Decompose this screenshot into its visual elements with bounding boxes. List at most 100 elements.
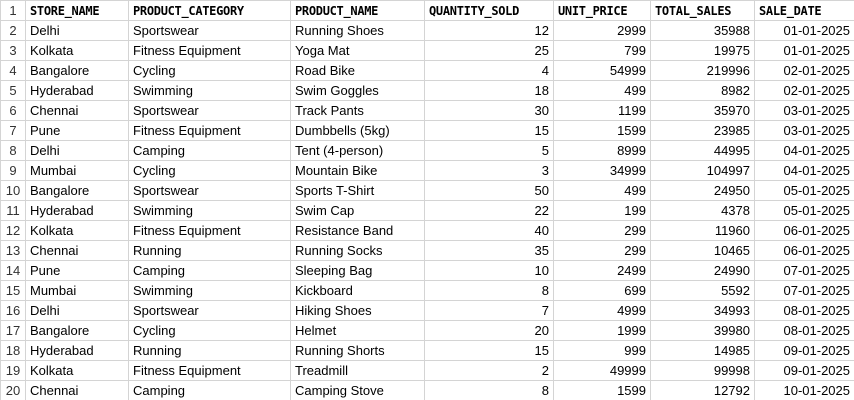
row-number[interactable]: 4 (0, 60, 26, 81)
cell-total-sales[interactable]: 35970 (650, 100, 755, 121)
row-number[interactable]: 7 (0, 120, 26, 141)
cell-product-name[interactable]: Sleeping Bag (290, 260, 425, 281)
cell-total-sales[interactable]: 44995 (650, 140, 755, 161)
cell-product-category[interactable]: Cycling (128, 320, 291, 341)
cell-product-category[interactable]: Camping (128, 380, 291, 400)
cell-product-category[interactable]: Sportswear (128, 20, 291, 41)
row-number[interactable]: 8 (0, 140, 26, 161)
cell-product-name[interactable]: Resistance Band (290, 220, 425, 241)
cell-product-category[interactable]: Fitness Equipment (128, 360, 291, 381)
cell-quantity-sold[interactable]: 22 (424, 200, 554, 221)
cell-quantity-sold[interactable]: 8 (424, 380, 554, 400)
cell-store-name[interactable]: Bangalore (25, 320, 129, 341)
cell-total-sales[interactable]: 35988 (650, 20, 755, 41)
cell-product-name[interactable]: Treadmill (290, 360, 425, 381)
header-quantity-sold[interactable]: QUANTITY_SOLD (424, 0, 554, 21)
cell-product-category[interactable]: Swimming (128, 200, 291, 221)
cell-store-name[interactable]: Pune (25, 120, 129, 141)
cell-product-name[interactable]: Mountain Bike (290, 160, 425, 181)
cell-sale-date[interactable]: 06-01-2025 (754, 220, 854, 241)
cell-unit-price[interactable]: 2499 (553, 260, 651, 281)
cell-quantity-sold[interactable]: 15 (424, 340, 554, 361)
cell-quantity-sold[interactable]: 10 (424, 260, 554, 281)
cell-store-name[interactable]: Delhi (25, 140, 129, 161)
cell-sale-date[interactable]: 05-01-2025 (754, 180, 854, 201)
row-number[interactable]: 16 (0, 300, 26, 321)
cell-product-name[interactable]: Helmet (290, 320, 425, 341)
cell-product-category[interactable]: Cycling (128, 160, 291, 181)
cell-unit-price[interactable]: 999 (553, 340, 651, 361)
header-product-category[interactable]: PRODUCT_CATEGORY (128, 0, 291, 21)
cell-total-sales[interactable]: 23985 (650, 120, 755, 141)
cell-sale-date[interactable]: 01-01-2025 (754, 20, 854, 41)
cell-product-category[interactable]: Running (128, 340, 291, 361)
cell-store-name[interactable]: Pune (25, 260, 129, 281)
cell-quantity-sold[interactable]: 30 (424, 100, 554, 121)
cell-sale-date[interactable]: 02-01-2025 (754, 60, 854, 81)
cell-product-name[interactable]: Dumbbells (5kg) (290, 120, 425, 141)
cell-product-name[interactable]: Swim Goggles (290, 80, 425, 101)
cell-unit-price[interactable]: 34999 (553, 160, 651, 181)
cell-product-category[interactable]: Fitness Equipment (128, 120, 291, 141)
cell-unit-price[interactable]: 499 (553, 80, 651, 101)
cell-sale-date[interactable]: 06-01-2025 (754, 240, 854, 261)
cell-total-sales[interactable]: 12792 (650, 380, 755, 400)
cell-product-name[interactable]: Track Pants (290, 100, 425, 121)
cell-sale-date[interactable]: 01-01-2025 (754, 40, 854, 61)
cell-quantity-sold[interactable]: 25 (424, 40, 554, 61)
cell-store-name[interactable]: Hyderabad (25, 200, 129, 221)
cell-product-category[interactable]: Running (128, 240, 291, 261)
cell-total-sales[interactable]: 5592 (650, 280, 755, 301)
row-number[interactable]: 5 (0, 80, 26, 101)
cell-store-name[interactable]: Hyderabad (25, 340, 129, 361)
cell-total-sales[interactable]: 19975 (650, 40, 755, 61)
cell-unit-price[interactable]: 1199 (553, 100, 651, 121)
cell-product-category[interactable]: Camping (128, 140, 291, 161)
header-store-name[interactable]: STORE_NAME (25, 0, 129, 21)
cell-unit-price[interactable]: 699 (553, 280, 651, 301)
cell-quantity-sold[interactable]: 40 (424, 220, 554, 241)
cell-unit-price[interactable]: 1599 (553, 380, 651, 400)
row-number[interactable]: 9 (0, 160, 26, 181)
cell-store-name[interactable]: Delhi (25, 300, 129, 321)
row-number[interactable]: 11 (0, 200, 26, 221)
row-number[interactable]: 10 (0, 180, 26, 201)
cell-sale-date[interactable]: 07-01-2025 (754, 260, 854, 281)
cell-quantity-sold[interactable]: 7 (424, 300, 554, 321)
cell-product-name[interactable]: Yoga Mat (290, 40, 425, 61)
cell-unit-price[interactable]: 49999 (553, 360, 651, 381)
cell-unit-price[interactable]: 299 (553, 240, 651, 261)
cell-product-category[interactable]: Sportswear (128, 100, 291, 121)
cell-total-sales[interactable]: 10465 (650, 240, 755, 261)
cell-quantity-sold[interactable]: 2 (424, 360, 554, 381)
cell-product-category[interactable]: Cycling (128, 60, 291, 81)
cell-unit-price[interactable]: 799 (553, 40, 651, 61)
cell-unit-price[interactable]: 8999 (553, 140, 651, 161)
cell-total-sales[interactable]: 8982 (650, 80, 755, 101)
cell-quantity-sold[interactable]: 15 (424, 120, 554, 141)
cell-store-name[interactable]: Delhi (25, 20, 129, 41)
cell-sale-date[interactable]: 03-01-2025 (754, 100, 854, 121)
cell-unit-price[interactable]: 199 (553, 200, 651, 221)
cell-store-name[interactable]: Chennai (25, 240, 129, 261)
row-number[interactable]: 19 (0, 360, 26, 381)
cell-total-sales[interactable]: 24990 (650, 260, 755, 281)
cell-store-name[interactable]: Bangalore (25, 180, 129, 201)
row-number[interactable]: 12 (0, 220, 26, 241)
cell-sale-date[interactable]: 08-01-2025 (754, 300, 854, 321)
row-number[interactable]: 6 (0, 100, 26, 121)
cell-sale-date[interactable]: 04-01-2025 (754, 160, 854, 181)
cell-store-name[interactable]: Bangalore (25, 60, 129, 81)
cell-store-name[interactable]: Mumbai (25, 160, 129, 181)
cell-sale-date[interactable]: 07-01-2025 (754, 280, 854, 301)
cell-product-category[interactable]: Swimming (128, 80, 291, 101)
cell-store-name[interactable]: Chennai (25, 100, 129, 121)
cell-product-category[interactable]: Camping (128, 260, 291, 281)
cell-product-name[interactable]: Tent (4-person) (290, 140, 425, 161)
row-number[interactable]: 17 (0, 320, 26, 341)
cell-quantity-sold[interactable]: 12 (424, 20, 554, 41)
cell-quantity-sold[interactable]: 3 (424, 160, 554, 181)
cell-unit-price[interactable]: 2999 (553, 20, 651, 41)
row-number[interactable]: 18 (0, 340, 26, 361)
cell-total-sales[interactable]: 14985 (650, 340, 755, 361)
